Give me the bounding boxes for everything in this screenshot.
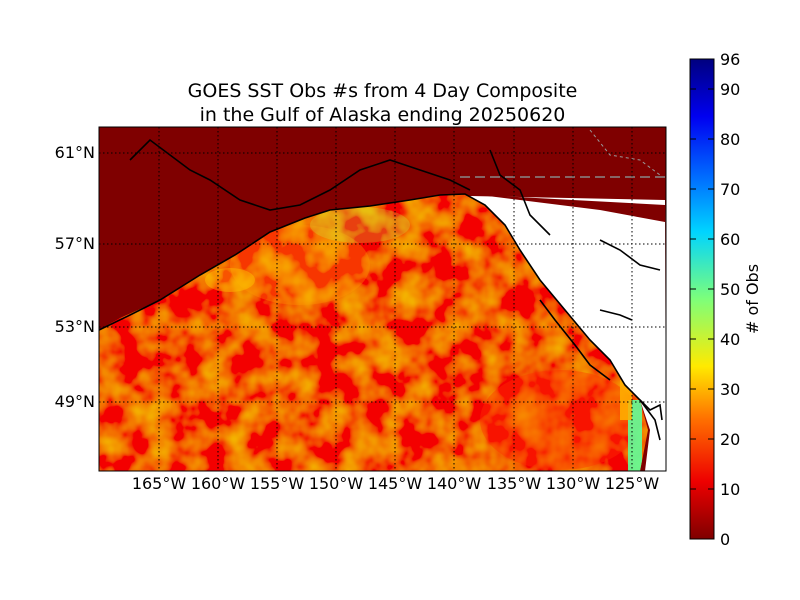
- lat-label-57: 57°N: [55, 234, 95, 253]
- no-data-region: [470, 196, 666, 471]
- title-line-1: GOES SST Obs #s from 4 Day Composite: [187, 80, 578, 102]
- colorbar-tick-20: 20: [720, 430, 740, 449]
- lon-label-140: 140°W: [427, 474, 482, 493]
- lon-label-130: 130°W: [546, 474, 601, 493]
- colorbar-ticks: [690, 88, 714, 540]
- coastlines: [99, 138, 663, 441]
- colorbar: [689, 58, 715, 540]
- colorbar-label: # of Obs: [743, 264, 762, 334]
- colorbar-tick-70: 70: [720, 180, 740, 199]
- province-border: [589, 129, 661, 176]
- map-frame: [98, 126, 667, 472]
- lon-label-145: 145°W: [368, 474, 423, 493]
- lon-label-135: 135°W: [487, 474, 542, 493]
- colorbar-tick-60: 60: [720, 230, 740, 249]
- lon-label-125: 125°W: [605, 474, 660, 493]
- lat-label-53: 53°N: [55, 317, 95, 336]
- colorbar-tick-0: 0: [720, 530, 730, 549]
- graticule: [99, 127, 666, 471]
- colorbar-tick-80: 80: [720, 130, 740, 149]
- colorbar-tick-50: 50: [720, 280, 740, 299]
- lat-label-49: 49°N: [55, 392, 95, 411]
- colorbar-tick-40: 40: [720, 330, 740, 349]
- colorbar-tick-10: 10: [720, 480, 740, 499]
- lon-label-150: 150°W: [309, 474, 364, 493]
- lat-label-61: 61°N: [55, 143, 95, 162]
- lon-label-155: 155°W: [250, 474, 305, 493]
- map-title: GOES SST Obs #s from 4 Day Composite in …: [99, 79, 666, 127]
- map-area: [99, 127, 666, 471]
- colorbar-tick-90: 90: [720, 80, 740, 99]
- colorbar-tick-96: 96: [720, 50, 740, 69]
- title-line-2: in the Gulf of Alaska ending 20250620: [199, 104, 566, 126]
- lon-label-165: 165°W: [132, 474, 187, 493]
- lon-label-160: 160°W: [191, 474, 246, 493]
- colorbar-tick-30: 30: [720, 380, 740, 399]
